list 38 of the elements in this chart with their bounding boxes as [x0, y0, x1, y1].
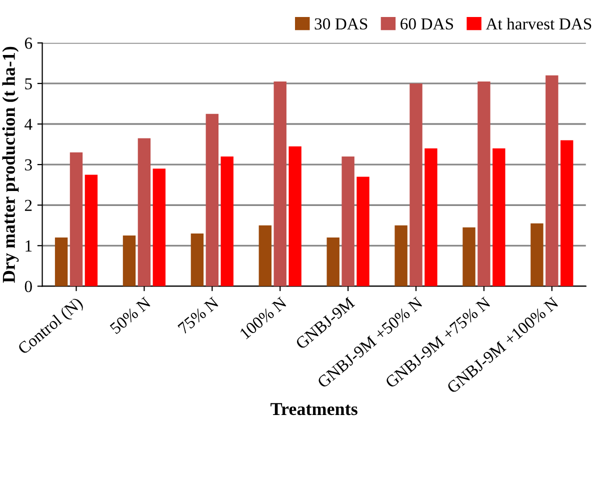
bar — [530, 223, 544, 286]
bar — [190, 233, 204, 286]
bar — [274, 81, 286, 286]
y-axis-title: Dry matter production (t ha-1) — [2, 46, 19, 283]
bar — [356, 176, 370, 286]
bar — [138, 138, 151, 286]
x-axis-title: Treatments — [270, 403, 358, 416]
bar — [326, 238, 340, 286]
bar — [220, 156, 234, 286]
bar — [478, 81, 490, 286]
bar — [410, 83, 422, 286]
y-tick-label: 3 — [25, 159, 32, 171]
y-tick-label: 5 — [25, 78, 32, 90]
y-tick-label: 2 — [24, 200, 32, 211]
bar — [206, 114, 219, 286]
bar — [560, 140, 574, 286]
y-tick-label: 4 — [24, 118, 32, 130]
bar — [70, 152, 83, 286]
y-tick-label: 0 — [24, 280, 32, 292]
bar — [54, 238, 68, 286]
bar — [288, 146, 302, 286]
x-tick-label: 50% N — [109, 296, 152, 334]
bar — [394, 225, 408, 286]
bar — [122, 236, 136, 286]
legend-label: At harvest DAS — [486, 18, 592, 30]
legend-label: 60 DAS — [400, 18, 454, 30]
bar — [462, 227, 476, 286]
y-tick-label: 1 — [26, 240, 32, 252]
bar — [258, 225, 272, 286]
y-tick-label: 6 — [24, 38, 32, 49]
legend-label: 30 DAS — [314, 18, 368, 30]
x-tick-label: 75% N — [177, 296, 220, 334]
bar — [546, 75, 558, 286]
bar — [424, 148, 438, 286]
bar — [152, 168, 166, 286]
bar — [492, 148, 506, 286]
bar — [342, 156, 354, 286]
bar — [84, 174, 98, 286]
